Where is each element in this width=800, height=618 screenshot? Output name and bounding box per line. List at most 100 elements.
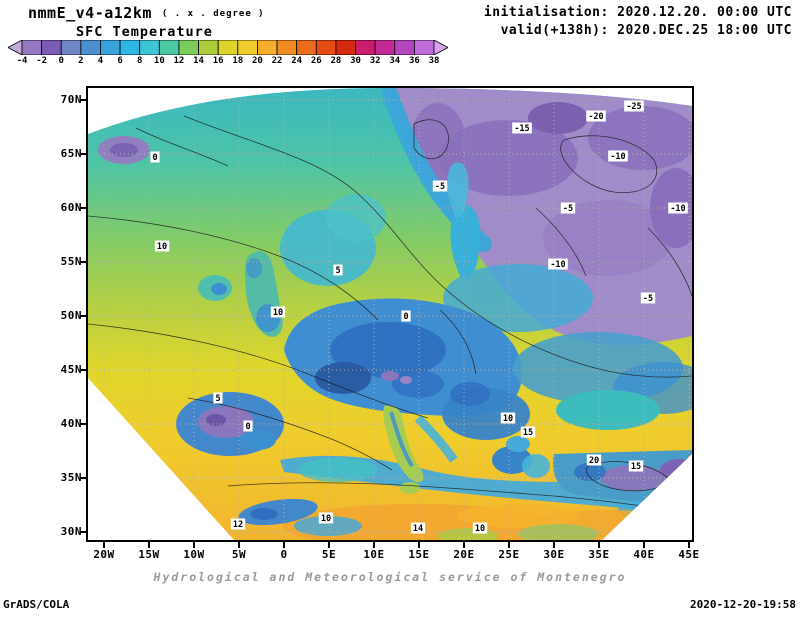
lon-tick-mark — [283, 542, 285, 548]
contour-label-bg — [432, 180, 448, 192]
lon-tick-label: 10W — [183, 548, 205, 561]
italy-region — [383, 405, 424, 494]
contour-label: 10 — [273, 308, 283, 318]
contour-label-bg — [270, 306, 286, 318]
seas-region — [280, 88, 593, 332]
contour-label: 0 — [245, 422, 250, 432]
lon-tick-label: 45E — [678, 548, 700, 561]
model-resolution-note: ( . x . degree ) — [161, 9, 265, 19]
colorbar-segment — [139, 40, 160, 55]
lon-tick-mark — [103, 542, 105, 548]
lat-tick-mark — [80, 531, 86, 533]
colorbar-tick-label: 28 — [330, 56, 342, 66]
colorbar-tick-label: 32 — [369, 56, 381, 66]
colorbar-segment — [374, 40, 396, 55]
colorbar-segment — [296, 40, 317, 55]
colorbar-segment — [257, 40, 278, 55]
lat-tick-label: 45N — [60, 363, 82, 376]
colorbar-tick-label: 16 — [212, 56, 224, 66]
contour-label: 10 — [157, 242, 167, 252]
colorbar-segment — [100, 40, 121, 55]
colorbar-segment — [413, 40, 435, 55]
contour-label-bg — [586, 454, 602, 466]
lat-tick-label: 60N — [60, 201, 82, 214]
colorbar-segment — [198, 40, 219, 55]
contour-label: 10 — [475, 524, 485, 534]
contour-label-bg — [548, 258, 568, 270]
contour-label-bg — [318, 512, 334, 524]
contour-label-bg — [520, 426, 536, 438]
colorbar-tick-label: 36 — [408, 56, 420, 66]
colorbar-tick-label: 8 — [136, 56, 143, 66]
colorbar: -4 -2 0 2 4 6 8 10 12 14 16 18 20 22 24 26 28 30 32 34 36 38 — [8, 40, 448, 70]
lat-tick-mark — [80, 477, 86, 479]
lon-tick-label: 20W — [93, 548, 115, 561]
lon-tick-label: 5E — [321, 548, 337, 561]
colorbar-tick-label: 14 — [193, 56, 204, 66]
lon-tick-mark — [598, 542, 600, 548]
lon-tick-label: 5W — [231, 548, 247, 561]
contour-label: -25 — [626, 102, 641, 112]
contour-label: -5 — [643, 294, 653, 304]
colorbar-svg — [8, 40, 448, 55]
colorbar-segment — [315, 40, 337, 55]
colorbar-tick-label: 4 — [97, 56, 104, 66]
europe-temperature-map: 0 10 10 5 0 -5 -5 -10 -15 -20 -25 -10 -10 -5 0 5 10 15 20 1… — [88, 88, 692, 540]
colorbar-segment — [41, 40, 62, 55]
lat-tick-label: 30N — [60, 525, 82, 538]
colorbar-segment — [237, 40, 258, 55]
lon-tick-label: 25E — [498, 548, 520, 561]
contour-label: 5 — [215, 394, 220, 404]
contour-label-bg — [243, 420, 253, 432]
eastern-europe-region — [513, 332, 692, 430]
timestamp: 2020-12-20-19:58 — [690, 598, 796, 611]
contour-label-bg — [500, 412, 516, 424]
colorbar-segment — [394, 40, 415, 55]
colorbar-tick-label: 2 — [78, 56, 84, 66]
contour-label: -20 — [588, 112, 603, 122]
colorbar-segment — [21, 40, 43, 55]
colorbar-segment — [335, 40, 356, 55]
lon-tick-label: 0 — [280, 548, 288, 561]
contour-label: 15 — [523, 428, 533, 438]
contour-label: 10 — [503, 414, 513, 424]
colorbar-segment — [178, 40, 199, 55]
colorbar-tick-label: 30 — [350, 56, 361, 66]
lat-tick-mark — [80, 315, 86, 317]
contour-label-bg — [333, 264, 343, 276]
grads-label: GrADS/COLA — [3, 598, 70, 611]
lat-tick-mark — [80, 369, 86, 371]
contour-label: -5 — [563, 204, 573, 214]
colorbar-tick-label: 38 — [428, 56, 440, 66]
colorbar-tick-label: 26 — [310, 56, 322, 66]
colorbar-tick-label: -2 — [36, 56, 48, 66]
contour-label: 10 — [321, 514, 331, 524]
lon-tick-label: 15E — [408, 548, 430, 561]
colorbar-segment — [60, 40, 82, 55]
colorbar-tick-label: 24 — [291, 56, 303, 66]
contour-label-bg — [560, 202, 576, 214]
model-name: nmmE_v4-a12km — [28, 4, 152, 22]
contour-lines — [88, 115, 692, 515]
lon-tick-label: 35E — [588, 548, 610, 561]
colorbar-segment — [355, 40, 376, 55]
lon-tick-mark — [643, 542, 645, 548]
contour-label: -10 — [670, 204, 685, 214]
colorbar-tick-label: 10 — [153, 56, 165, 66]
lon-tick-label: 15W — [138, 548, 160, 561]
colorbar-tick-label: 34 — [389, 56, 401, 66]
iberia-region — [176, 392, 284, 456]
contour-label-bg — [608, 150, 628, 162]
lat-tick-mark — [80, 261, 86, 263]
lon-tick-mark — [553, 542, 555, 548]
contour-label-bg — [154, 240, 170, 252]
lat-tick-mark — [80, 207, 86, 209]
lat-tick-mark — [80, 153, 86, 155]
contour-label-bg — [586, 110, 606, 122]
lon-tick-label: 10E — [363, 548, 385, 561]
contour-label: -10 — [610, 152, 625, 162]
lon-tick-mark — [238, 542, 240, 548]
contour-label: 0 — [403, 312, 408, 322]
valid-time: valid(+138h): 2020.DEC.25 18:00 UTC — [500, 23, 792, 38]
contour-label-bg — [628, 460, 644, 472]
